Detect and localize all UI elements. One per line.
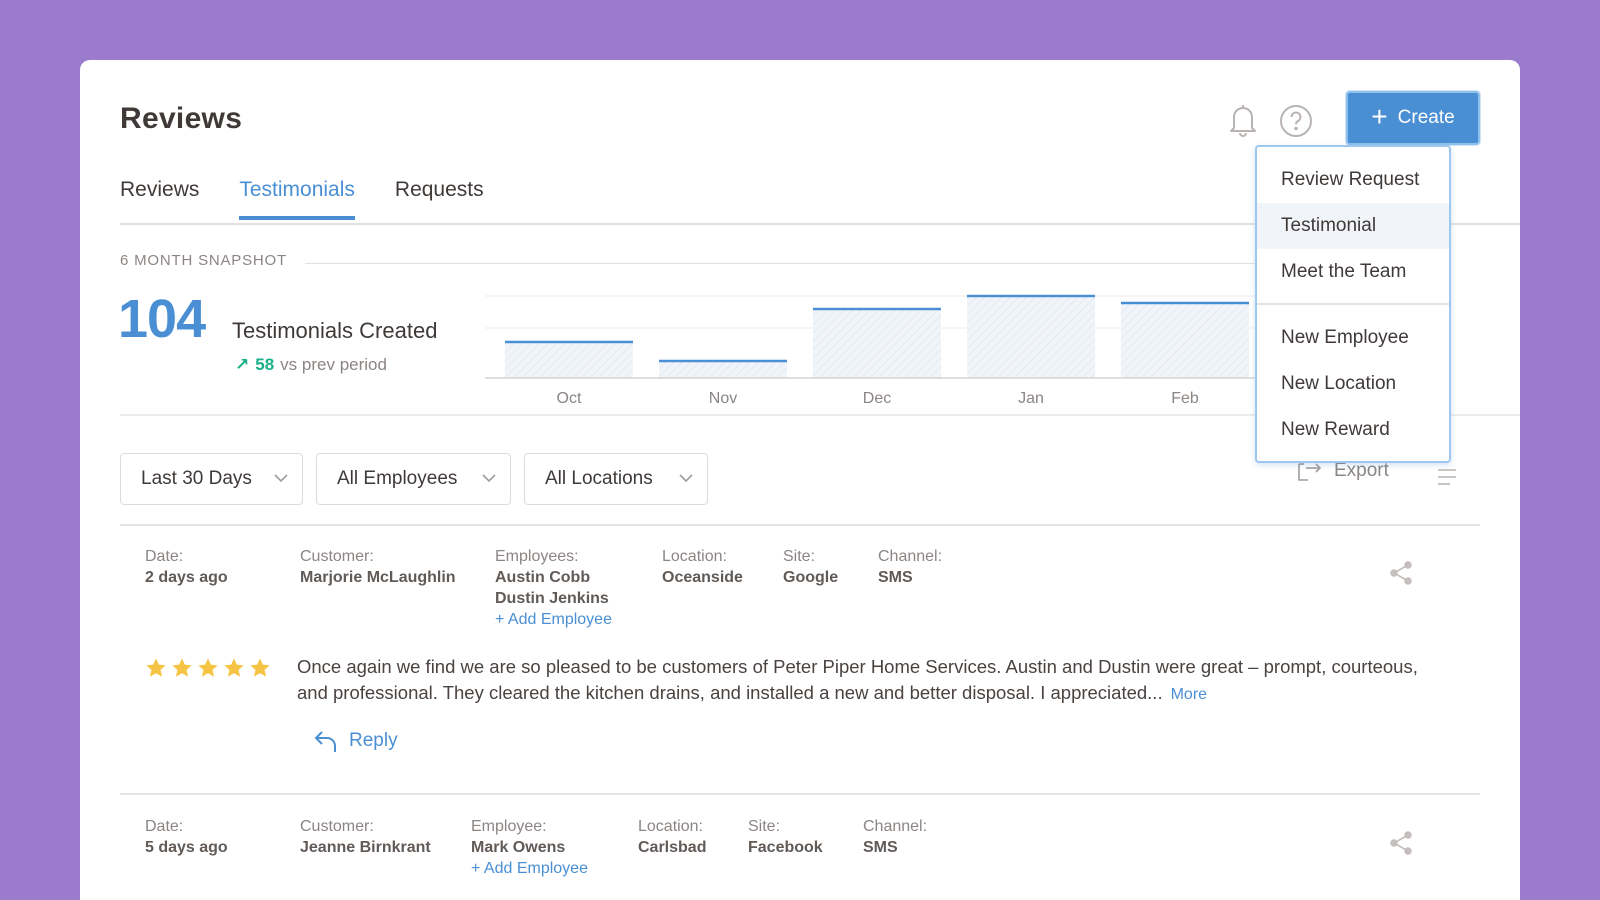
chevron-down-icon bbox=[679, 474, 693, 483]
trend-count: 58 bbox=[255, 355, 275, 374]
date-label: Date: bbox=[145, 818, 184, 835]
reply-button[interactable]: Reply bbox=[313, 728, 398, 754]
star-icon bbox=[146, 658, 166, 677]
date-value: 5 days ago bbox=[145, 839, 228, 856]
tab-reviews[interactable]: Reviews bbox=[120, 178, 200, 201]
tab-requests[interactable]: Requests bbox=[394, 178, 484, 201]
chart-tick-label: Nov bbox=[709, 390, 737, 407]
location-label: Location: bbox=[638, 818, 703, 835]
export-icon bbox=[1298, 463, 1322, 481]
date-filter-value: Last 30 Days bbox=[141, 468, 252, 489]
create-menu: Review Request Testimonial Meet the Team… bbox=[1255, 145, 1451, 463]
trend-indicator: ↗ 58 vs prev period bbox=[235, 355, 387, 375]
customer-label: Customer: bbox=[300, 818, 374, 835]
tab-bar: Reviews Testimonials Requests bbox=[120, 178, 484, 220]
star-icon bbox=[250, 658, 270, 677]
chart-bar bbox=[1121, 303, 1249, 378]
star-icon bbox=[172, 658, 192, 677]
chart-bar bbox=[505, 342, 633, 378]
sort-menu-icon[interactable] bbox=[1436, 467, 1458, 485]
customer-label: Customer: bbox=[300, 548, 374, 565]
star-rating bbox=[145, 657, 271, 679]
customer-value: Marjorie McLaughlin bbox=[300, 569, 456, 586]
plus-icon: + bbox=[1371, 100, 1388, 132]
chart-tick-label: Oct bbox=[557, 390, 582, 407]
menu-item-review-request[interactable]: Review Request bbox=[1281, 169, 1420, 190]
chart-bar bbox=[813, 309, 941, 378]
share-icon[interactable] bbox=[1388, 830, 1414, 856]
site-value: Google bbox=[783, 569, 839, 586]
star-icon bbox=[198, 658, 218, 677]
chart-divider bbox=[120, 414, 1520, 416]
snapshot-divider bbox=[305, 263, 1290, 264]
site-value: Facebook bbox=[748, 839, 823, 856]
trend-label: vs prev period bbox=[280, 355, 387, 374]
testimonials-bar-chart: Oct Nov Dec Jan Feb bbox=[485, 294, 1285, 407]
trend-up-icon: ↗ bbox=[235, 355, 250, 374]
employee-name: Mark Owens bbox=[471, 839, 566, 856]
reviews-panel: Reviews + Create Reviews Testimonials Re… bbox=[80, 60, 1520, 900]
tab-testimonials[interactable]: Testimonials bbox=[239, 178, 355, 220]
reply-icon bbox=[314, 731, 336, 752]
testimonials-total-label: Testimonials Created bbox=[232, 318, 438, 343]
locations-filter-dropdown[interactable]: All Locations bbox=[524, 453, 708, 505]
date-value: 2 days ago bbox=[145, 569, 228, 586]
menu-item-meet-the-team[interactable]: Meet the Team bbox=[1281, 261, 1407, 282]
chevron-down-icon bbox=[482, 474, 496, 483]
menu-item-new-reward[interactable]: New Reward bbox=[1281, 419, 1390, 440]
chart-tick-label: Dec bbox=[863, 390, 891, 407]
reply-label: Reply bbox=[349, 730, 398, 751]
list-divider bbox=[120, 524, 1480, 526]
create-button[interactable]: + Create bbox=[1346, 91, 1480, 145]
location-value: Oceanside bbox=[662, 569, 743, 586]
employees-label: Employees: bbox=[495, 548, 579, 565]
channel-value: SMS bbox=[878, 569, 913, 586]
site-label: Site: bbox=[783, 548, 816, 565]
testimonial-body: Once again we find we are so pleased to … bbox=[297, 656, 1418, 703]
export-button[interactable]: Export bbox=[1298, 460, 1389, 482]
employee-name: Dustin Jenkins bbox=[495, 590, 609, 607]
employees-filter-dropdown[interactable]: All Employees bbox=[316, 453, 511, 505]
employees-label: Employee: bbox=[471, 818, 547, 835]
menu-item-new-employee[interactable]: New Employee bbox=[1281, 327, 1409, 348]
testimonial-text: Once again we find we are so pleased to … bbox=[297, 654, 1437, 708]
share-icon[interactable] bbox=[1388, 560, 1414, 586]
channel-label: Channel: bbox=[878, 548, 943, 565]
location-label: Location: bbox=[662, 548, 727, 565]
create-button-label: Create bbox=[1397, 107, 1455, 128]
menu-item-new-location[interactable]: New Location bbox=[1281, 373, 1397, 394]
location-value: Carlsbad bbox=[638, 839, 707, 856]
channel-label: Channel: bbox=[863, 818, 928, 835]
date-label: Date: bbox=[145, 548, 184, 565]
page-title: Reviews bbox=[120, 102, 243, 135]
help-icon[interactable] bbox=[1279, 104, 1313, 138]
employee-name: Austin Cobb bbox=[495, 569, 591, 586]
tabs-divider bbox=[120, 223, 1520, 225]
menu-item-testimonial[interactable]: Testimonial bbox=[1257, 203, 1449, 249]
testimonials-total: 104 bbox=[118, 289, 206, 349]
list-divider bbox=[120, 793, 1480, 795]
date-filter-dropdown[interactable]: Last 30 Days bbox=[120, 453, 303, 505]
site-label: Site: bbox=[748, 818, 781, 835]
add-employee-link[interactable]: + Add Employee bbox=[471, 860, 588, 877]
snapshot-label: 6 MONTH SNAPSHOT bbox=[120, 252, 287, 269]
export-label: Export bbox=[1334, 460, 1389, 481]
locations-filter-value: All Locations bbox=[545, 468, 653, 489]
chart-tick-label: Feb bbox=[1171, 390, 1199, 407]
customer-value: Jeanne Birnkrant bbox=[300, 839, 431, 856]
channel-value: SMS bbox=[863, 839, 898, 856]
menu-divider bbox=[1257, 303, 1449, 305]
add-employee-link[interactable]: + Add Employee bbox=[495, 611, 612, 628]
employees-filter-value: All Employees bbox=[337, 468, 458, 489]
chevron-down-icon bbox=[274, 474, 288, 483]
chart-bar bbox=[659, 361, 787, 378]
chart-tick-label: Jan bbox=[1018, 390, 1044, 407]
star-icon bbox=[224, 658, 244, 677]
chart-bar bbox=[967, 296, 1095, 378]
bell-icon[interactable] bbox=[1226, 102, 1260, 138]
more-link[interactable]: More bbox=[1170, 686, 1208, 703]
